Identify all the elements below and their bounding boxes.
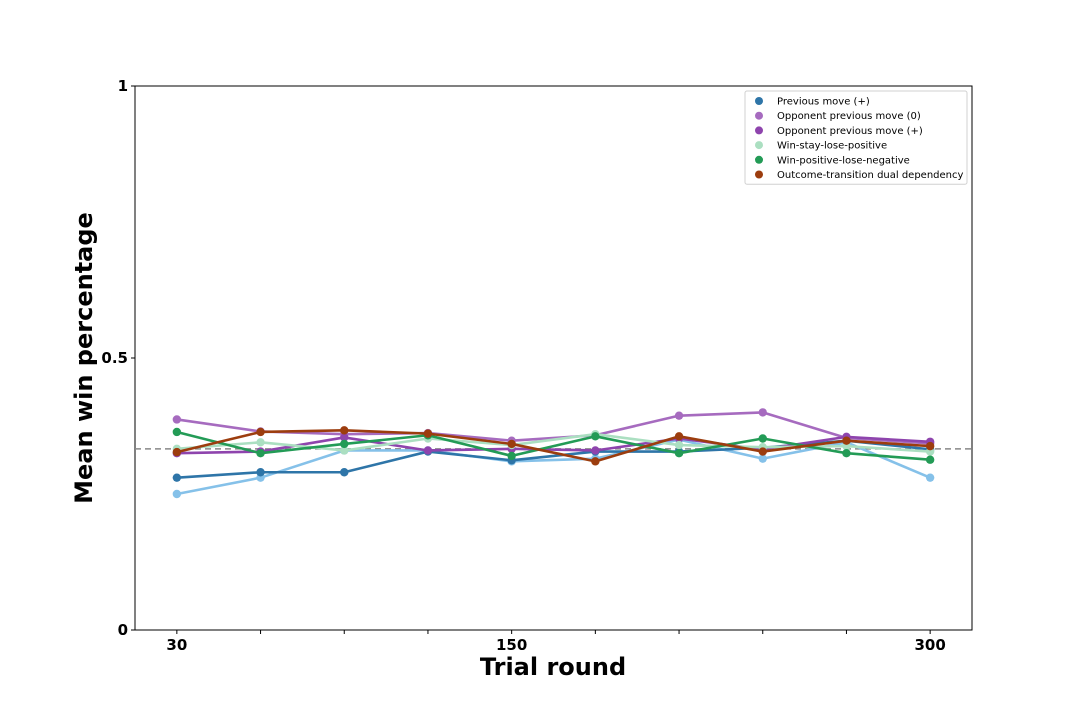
- data-point: [925, 473, 935, 482]
- series-line: [176, 435, 931, 455]
- data-point: [340, 433, 349, 442]
- data-point: [758, 454, 767, 463]
- data-point: [256, 449, 265, 458]
- x-tick-label: 300: [914, 636, 945, 654]
- legend-label: Outcome-transition dual dependency: [777, 170, 964, 181]
- legend-label: Previous move (+): [777, 97, 870, 108]
- data-point: [256, 427, 265, 437]
- data-point: [842, 449, 851, 458]
- legend-marker: [755, 126, 763, 135]
- y-tick-label: 1: [118, 77, 128, 95]
- data-point: [256, 468, 265, 477]
- data-point: [842, 436, 851, 445]
- series-6: [172, 426, 935, 466]
- data-point: [340, 446, 349, 455]
- legend-box: [744, 90, 968, 185]
- data-point: [340, 426, 349, 435]
- data-point: [591, 446, 600, 455]
- legend-label: Win-positive-lose-negative: [777, 155, 910, 166]
- data-point: [172, 427, 182, 437]
- legend-label: Win-stay-lose-positive: [777, 141, 887, 152]
- data-point: [925, 441, 935, 451]
- y-tick-label: 0: [118, 621, 128, 639]
- data-point: [674, 411, 684, 420]
- series-line: [176, 411, 931, 445]
- y-axis-title: Mean win percentage: [70, 212, 98, 504]
- data-point: [423, 446, 433, 455]
- data-point: [507, 439, 516, 449]
- legend-label: Opponent previous move (+): [777, 126, 923, 137]
- legend-label: Opponent previous move (0): [777, 111, 921, 122]
- legend-marker: [755, 170, 763, 179]
- data-point: [423, 429, 433, 438]
- legend-marker: [755, 111, 763, 120]
- data-point: [507, 451, 516, 461]
- data-point: [674, 432, 684, 441]
- x-tick-label: 30: [166, 636, 187, 654]
- data-point: [925, 455, 935, 464]
- data-point: [674, 440, 684, 450]
- data-point: [674, 449, 684, 458]
- x-tick-label: 150: [496, 636, 527, 654]
- data-point: [256, 438, 265, 447]
- data-point: [591, 457, 600, 466]
- data-point: [758, 434, 767, 443]
- data-point: [172, 473, 182, 482]
- data-point: [758, 447, 767, 456]
- series-line: [176, 438, 931, 496]
- legend-marker: [755, 155, 763, 164]
- data-point: [340, 439, 349, 449]
- legend-marker: [755, 97, 763, 105]
- data-point: [172, 447, 182, 457]
- y-tick-label: 0.5: [101, 349, 128, 367]
- legend-marker: [755, 141, 763, 150]
- x-axis-title: Trial round: [480, 653, 626, 681]
- data-point: [172, 415, 182, 424]
- data-point: [172, 489, 182, 499]
- data-point: [340, 468, 349, 477]
- data-point: [591, 432, 600, 441]
- legend: Previous move (+) Opponent previous move …: [744, 90, 968, 185]
- series-line: [176, 429, 931, 463]
- data-point: [758, 408, 767, 417]
